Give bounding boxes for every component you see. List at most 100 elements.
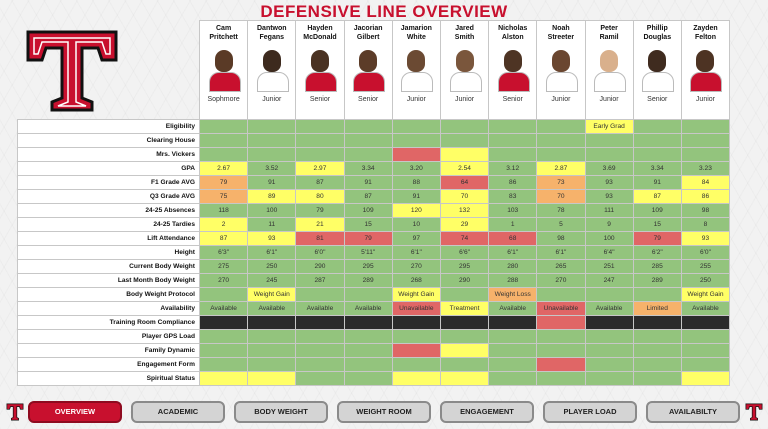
data-cell[interactable]: 6'1" <box>488 245 538 260</box>
data-cell[interactable] <box>198 329 249 344</box>
data-cell[interactable]: 275 <box>198 259 249 274</box>
data-cell[interactable]: 87 <box>343 189 393 204</box>
data-cell[interactable] <box>391 133 441 148</box>
data-cell[interactable] <box>536 343 586 358</box>
data-cell[interactable]: 289 <box>343 273 393 288</box>
data-cell[interactable] <box>295 133 345 148</box>
data-cell[interactable]: 111 <box>584 203 634 218</box>
data-cell[interactable]: 86 <box>680 189 731 204</box>
data-cell[interactable] <box>536 329 586 344</box>
player-header-douglas[interactable]: Phillip Douglas Senior <box>632 20 682 120</box>
nav-button-player-load[interactable]: PLAYER LOAD <box>543 401 637 423</box>
data-cell[interactable] <box>391 119 441 134</box>
data-cell[interactable] <box>632 329 682 344</box>
data-cell[interactable]: 2.97 <box>295 161 345 176</box>
data-cell[interactable] <box>584 315 634 330</box>
data-cell[interactable]: 73 <box>536 175 586 190</box>
player-header-pritchett[interactable]: Cam Pritchett Sophmore <box>198 20 249 120</box>
data-cell[interactable]: 98 <box>536 231 586 246</box>
data-cell[interactable] <box>536 133 586 148</box>
data-cell[interactable] <box>198 343 249 358</box>
data-cell[interactable] <box>343 329 393 344</box>
data-cell[interactable] <box>391 357 441 372</box>
data-cell[interactable] <box>343 357 393 372</box>
data-cell[interactable] <box>680 147 731 162</box>
data-cell[interactable] <box>680 119 731 134</box>
data-cell[interactable] <box>391 343 441 358</box>
data-cell[interactable] <box>680 329 731 344</box>
data-cell[interactable] <box>584 357 634 372</box>
data-cell[interactable]: 6'1" <box>536 245 586 260</box>
data-cell[interactable] <box>536 287 586 302</box>
data-cell[interactable] <box>632 147 682 162</box>
data-cell[interactable]: Early Grad <box>584 119 634 134</box>
data-cell[interactable]: Available <box>295 301 345 316</box>
data-cell[interactable]: 2.54 <box>439 161 490 176</box>
data-cell[interactable] <box>391 371 441 386</box>
data-cell[interactable] <box>295 357 345 372</box>
data-cell[interactable]: Available <box>198 301 249 316</box>
data-cell[interactable] <box>247 329 297 344</box>
data-cell[interactable]: 84 <box>680 175 731 190</box>
nav-button-overview[interactable]: OVERVIEW <box>28 401 122 423</box>
data-cell[interactable] <box>439 371 490 386</box>
nav-button-engagement[interactable]: ENGAGEMENT <box>440 401 534 423</box>
data-cell[interactable]: 100 <box>584 231 634 246</box>
data-cell[interactable]: 100 <box>247 203 297 218</box>
data-cell[interactable] <box>680 315 731 330</box>
data-cell[interactable]: 79 <box>198 175 249 190</box>
data-cell[interactable]: 250 <box>680 273 731 288</box>
data-cell[interactable]: Weight Gain <box>247 287 297 302</box>
data-cell[interactable] <box>295 329 345 344</box>
data-cell[interactable]: Available <box>680 301 731 316</box>
data-cell[interactable] <box>488 357 538 372</box>
data-cell[interactable] <box>439 329 490 344</box>
data-cell[interactable]: 78 <box>536 203 586 218</box>
data-cell[interactable] <box>198 315 249 330</box>
data-cell[interactable] <box>632 357 682 372</box>
data-cell[interactable] <box>680 343 731 358</box>
data-cell[interactable] <box>584 133 634 148</box>
data-cell[interactable] <box>488 315 538 330</box>
data-cell[interactable]: 6'4" <box>584 245 634 260</box>
data-cell[interactable]: 70 <box>439 189 490 204</box>
data-cell[interactable]: 288 <box>488 273 538 288</box>
data-cell[interactable]: Weight Gain <box>680 287 731 302</box>
data-cell[interactable] <box>680 133 731 148</box>
data-cell[interactable]: 87 <box>198 231 249 246</box>
player-header-ramil[interactable]: Peter Ramil Junior <box>584 20 634 120</box>
data-cell[interactable]: 83 <box>488 189 538 204</box>
data-cell[interactable]: Limited <box>632 301 682 316</box>
data-cell[interactable] <box>632 371 682 386</box>
data-cell[interactable] <box>247 315 297 330</box>
data-cell[interactable] <box>343 371 393 386</box>
data-cell[interactable]: 29 <box>439 217 490 232</box>
data-cell[interactable] <box>488 147 538 162</box>
data-cell[interactable] <box>198 119 249 134</box>
data-cell[interactable]: 6'2" <box>632 245 682 260</box>
data-cell[interactable] <box>488 343 538 358</box>
data-cell[interactable]: 6'0" <box>295 245 345 260</box>
data-cell[interactable]: Unavailable <box>391 301 441 316</box>
data-cell[interactable] <box>680 357 731 372</box>
data-cell[interactable]: 120 <box>391 203 441 218</box>
player-header-smith[interactable]: Jared Smith Junior <box>439 20 490 120</box>
data-cell[interactable] <box>198 371 249 386</box>
data-cell[interactable]: 109 <box>343 203 393 218</box>
data-cell[interactable]: Available <box>488 301 538 316</box>
nav-button-weight-room[interactable]: WEIGHT ROOM <box>337 401 431 423</box>
data-cell[interactable]: 91 <box>391 189 441 204</box>
data-cell[interactable]: 6'6" <box>439 245 490 260</box>
data-cell[interactable] <box>584 371 634 386</box>
data-cell[interactable] <box>536 147 586 162</box>
data-cell[interactable]: 9 <box>584 217 634 232</box>
data-cell[interactable]: 89 <box>247 189 297 204</box>
data-cell[interactable]: 270 <box>198 273 249 288</box>
data-cell[interactable] <box>632 133 682 148</box>
data-cell[interactable]: 5'11" <box>343 245 393 260</box>
data-cell[interactable] <box>632 315 682 330</box>
data-cell[interactable]: 93 <box>584 189 634 204</box>
data-cell[interactable]: 3.34 <box>632 161 682 176</box>
data-cell[interactable] <box>488 371 538 386</box>
data-cell[interactable]: 91 <box>632 175 682 190</box>
